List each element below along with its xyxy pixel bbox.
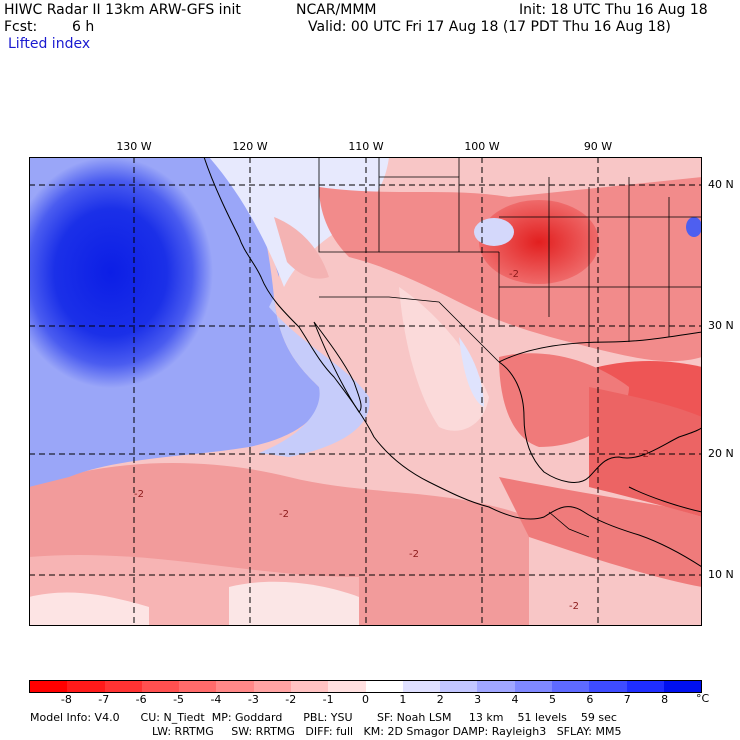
graticule [29, 157, 702, 626]
lon-label-90w: 90 W [583, 140, 613, 153]
field-name: Lifted index [8, 36, 91, 52]
sierra-madre-stable [459, 337, 484, 407]
colorbar-segment [141, 681, 180, 692]
pale-patch-southwest [29, 592, 149, 626]
stable-spot-north [474, 218, 514, 246]
init-time: Init: 18 UTC Thu 16 Aug 18 [519, 2, 708, 18]
colorbar-segment [514, 681, 552, 692]
colorbar-segment [67, 681, 105, 692]
colorbar-segment [402, 681, 441, 692]
colorbar-segment [365, 681, 403, 692]
forecast-hour: 6 h [72, 19, 95, 35]
colorbar-tick-label: 3 [474, 693, 482, 706]
colorbar-segment [328, 681, 366, 692]
contour-label: -2 [134, 489, 144, 500]
colorbar-tick-label: -5 [173, 693, 185, 706]
lon-label-100w: 100 W [464, 140, 500, 153]
model-title: HIWC Radar II 13km ARW-GFS init [4, 2, 241, 18]
colorbar-tick-label: -3 [247, 693, 259, 706]
colorbar-tick-label: 6 [586, 693, 594, 706]
contour-label: -2 [279, 509, 289, 520]
colorbar [29, 680, 702, 693]
colorbar-segment [663, 681, 702, 692]
colorbar-tick-label: -4 [210, 693, 222, 706]
model-info-line1: Model Info: V4.0 CU: N_Tiedt MP: Goddard… [30, 711, 617, 724]
central-america-field [499, 477, 702, 587]
western-us-stable [209, 157, 389, 287]
colorbar-tick-label: 5 [548, 693, 556, 706]
colorbar-tick-label: 0 [362, 693, 369, 706]
colorbar-segment [477, 681, 515, 692]
valid-time: Valid: 00 UTC Fri 17 Aug 18 (17 PDT Thu … [308, 19, 671, 35]
colorbar-tick-label: -7 [98, 693, 110, 706]
contour-label: -2 [509, 269, 519, 280]
colorbar-tick-label: 8 [661, 693, 669, 706]
lon-label-120w: 120 W [232, 140, 268, 153]
contour-label: -2 [409, 549, 419, 560]
colorbar-segment [626, 681, 664, 692]
colorbar-segment [290, 681, 329, 692]
lat-label-40n: 40 N [708, 178, 734, 191]
colorbar-segment [253, 681, 291, 692]
colorbar-unit: °C [696, 692, 710, 705]
lat-label-30n: 30 N [708, 319, 734, 332]
colorbar-tick-label: 2 [436, 693, 444, 706]
colorbar-segment [216, 681, 254, 692]
stable-spot-northeast [686, 217, 702, 237]
institution-label: NCAR/MMM [296, 2, 377, 18]
colorbar-tick-label: -1 [322, 693, 334, 706]
caribbean-field [589, 387, 702, 517]
colorbar-segment [30, 681, 68, 692]
colorbar-tick-label: -8 [60, 693, 72, 706]
mexican-plateau-pale [399, 287, 489, 431]
colorbar-segment [589, 681, 627, 692]
lat-label-20n: 20 N [708, 447, 734, 460]
colorbar-segment [551, 681, 590, 692]
colorbar-segment [104, 681, 142, 692]
contour-label: -2 [639, 449, 649, 460]
colorbar-tick-label: 7 [623, 693, 631, 706]
map-frame [29, 157, 702, 626]
contour-labels: -2 -2 -2 -2 -2 -2 [134, 269, 649, 612]
map-canvas: -2 -2 -2 -2 -2 -2 [29, 157, 702, 626]
great-basin-unstable [274, 217, 329, 279]
colorbar-tick-label: 4 [511, 693, 519, 706]
pale-patch-south [229, 581, 359, 626]
model-info-line2: LW: RRTMG SW: RRTMG DIFF: full KM: 2D Sm… [152, 725, 622, 738]
lon-label-130w: 130 W [116, 140, 152, 153]
coastlines [203, 157, 702, 568]
colorbar-tick-label: -6 [135, 693, 147, 706]
colorbar-segment [179, 681, 217, 692]
lon-label-110w: 110 W [348, 140, 384, 153]
contour-label: -2 [569, 601, 579, 612]
lat-label-10n: 10 N [708, 568, 734, 581]
stable-halo [259, 297, 370, 457]
colorbar-tick-label: 1 [399, 693, 407, 706]
colorbar-segment [440, 681, 478, 692]
colorbar-tick-label: -2 [285, 693, 297, 706]
forecast-label: Fcst: [4, 19, 38, 35]
lifted-index-map: -2 -2 -2 -2 -2 -2 [29, 157, 702, 626]
stable-pacific-region [29, 157, 321, 487]
plains-instability-core [479, 200, 599, 284]
